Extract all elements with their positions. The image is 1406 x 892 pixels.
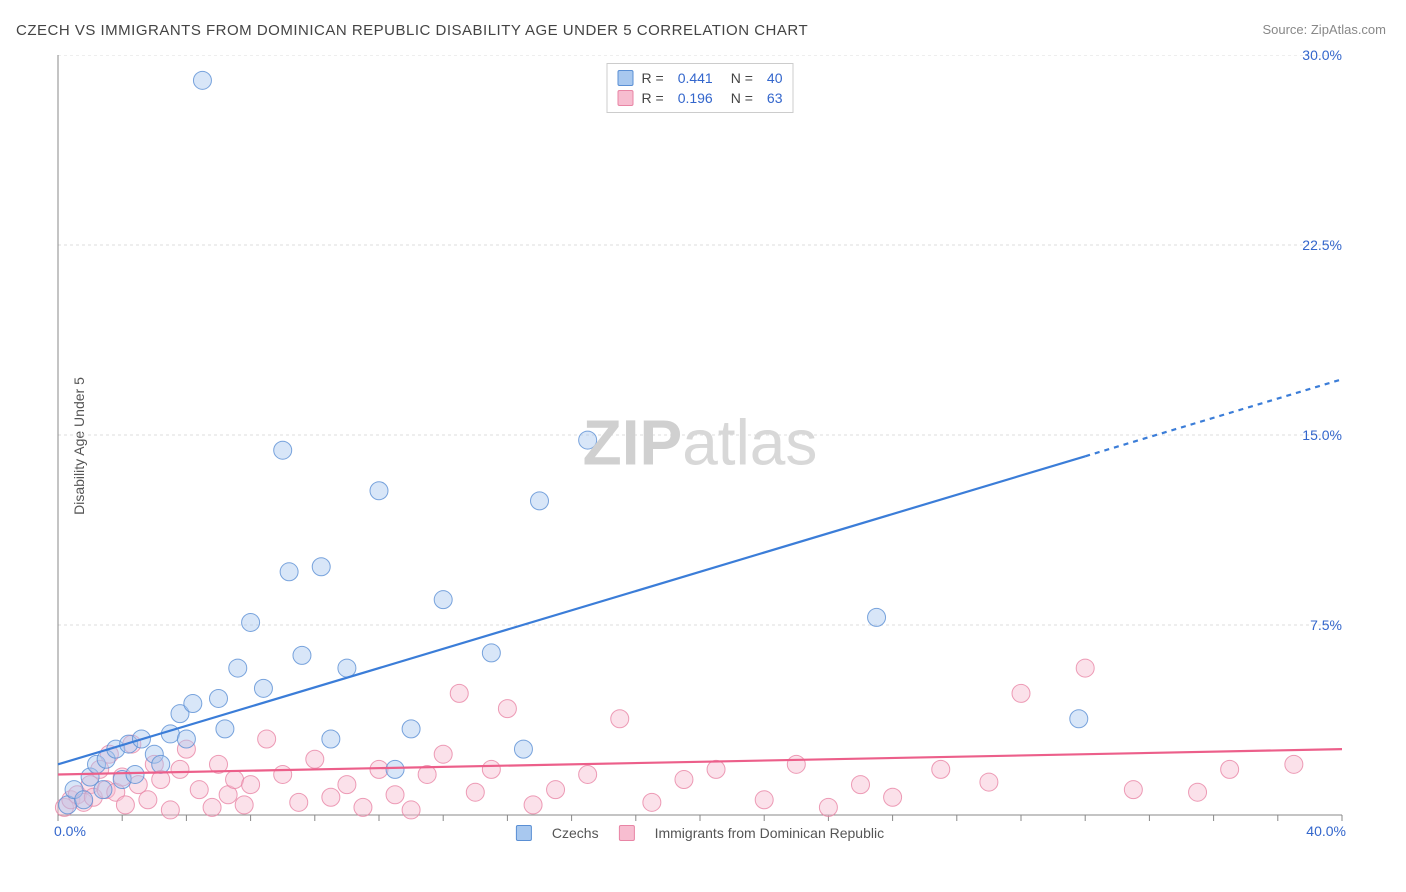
legend-r-label: R = — [642, 90, 664, 106]
source-attribution: Source: ZipAtlas.com — [1262, 22, 1386, 37]
legend-r-label: R = — [642, 70, 664, 86]
legend-n-value: 40 — [767, 70, 783, 86]
legend-swatch — [619, 825, 635, 841]
y-tick-label: 15.0% — [1302, 427, 1342, 443]
legend-correlation-row: R = 0.441 N = 40 — [618, 68, 783, 88]
legend-swatch — [618, 90, 634, 106]
source-link[interactable]: ZipAtlas.com — [1311, 22, 1386, 37]
legend-swatch — [516, 825, 532, 841]
legend-n-label: N = — [731, 90, 753, 106]
source-label: Source: — [1262, 22, 1310, 37]
chart-svg — [50, 55, 1350, 845]
legend-swatch — [618, 70, 634, 86]
legend-n-value: 63 — [767, 90, 783, 106]
legend-correlation: R = 0.441 N = 40 R = 0.196 N = 63 — [607, 63, 794, 113]
legend-r-value: 0.441 — [678, 70, 713, 86]
plot-area: ZIPatlas R =0.441N =40R =0.196N =63 Czec… — [50, 55, 1350, 845]
legend-series: Czechs Immigrants from Dominican Republic — [516, 825, 884, 841]
legend-n-label: N = — [731, 70, 753, 86]
y-tick-label: 22.5% — [1302, 237, 1342, 253]
legend-series-label: Immigrants from Dominican Republic — [655, 825, 885, 841]
legend-r-value: 0.196 — [678, 90, 713, 106]
y-tick-label: 7.5% — [1310, 617, 1342, 633]
x-axis-min-label: 0.0% — [54, 823, 86, 839]
y-tick-label: 30.0% — [1302, 47, 1342, 63]
x-axis-max-label: 40.0% — [1306, 823, 1346, 839]
legend-series-label: Czechs — [552, 825, 599, 841]
chart-title: CZECH VS IMMIGRANTS FROM DOMINICAN REPUB… — [16, 22, 808, 39]
legend-correlation-row: R = 0.196 N = 63 — [618, 88, 783, 108]
